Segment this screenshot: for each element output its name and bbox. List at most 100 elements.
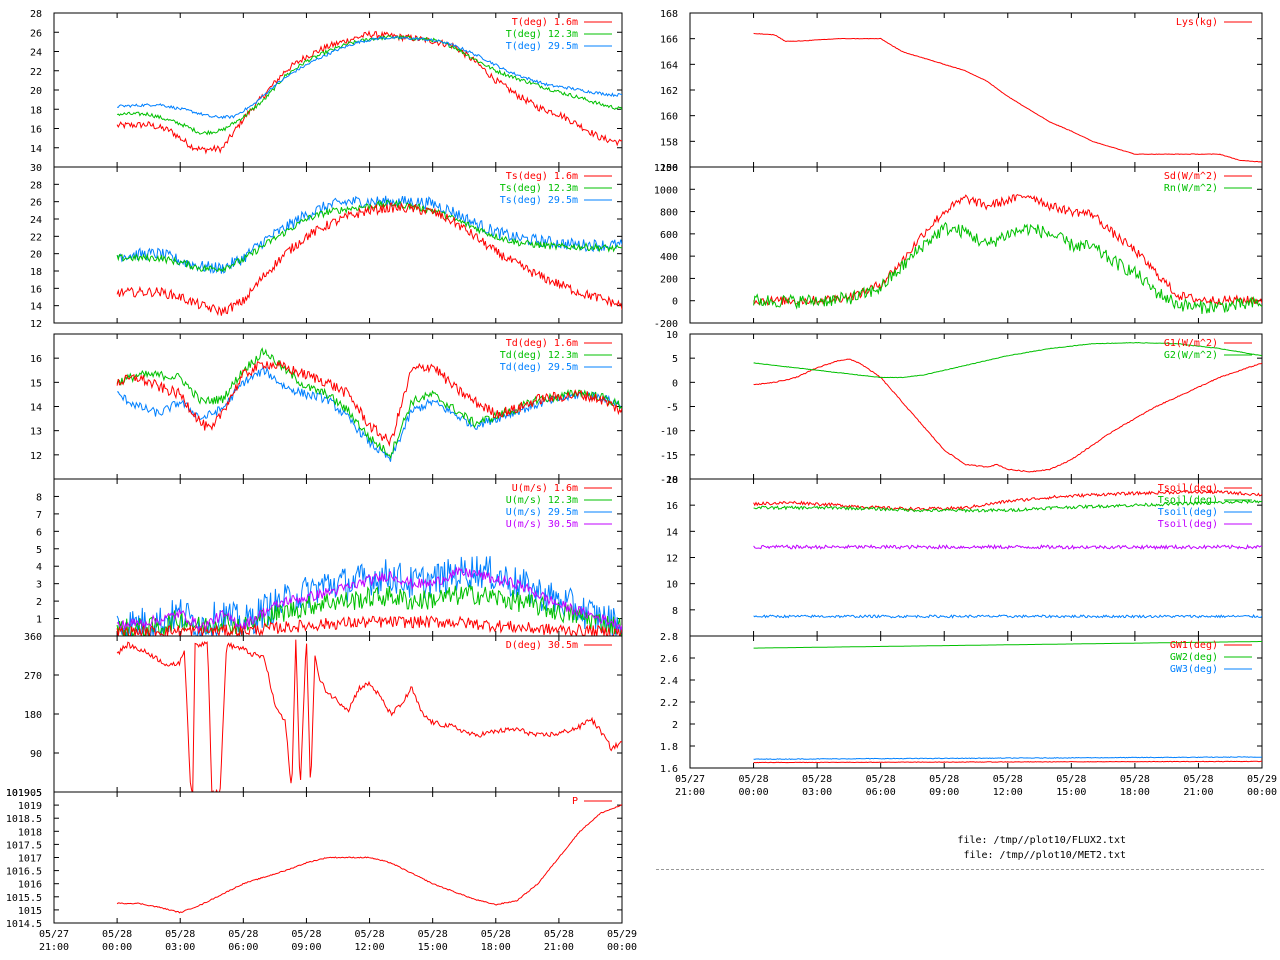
panel-temp: 14 16 18 20 22 24 26 28 T(deg) 1.6mT(deg) 12.3mT…: [30, 9, 623, 168]
y-tick-label: 200: [660, 274, 678, 285]
x-tick-label: 05/28: [1183, 774, 1213, 785]
legend-label: Td(deg) 12.3m: [500, 350, 578, 361]
file-label-flux: file: /tmp//plot10/FLUX2.txt: [957, 835, 1126, 846]
legend-label: GW2(deg): [1170, 652, 1218, 663]
legend-label: GW1(deg): [1170, 640, 1218, 651]
y-tick-label: 90: [30, 749, 42, 760]
y-tick-label: 8: [36, 492, 42, 503]
y-tick-label: 1019.5: [6, 788, 42, 799]
panel-frame: [689, 12, 1263, 168]
legend-label: Td(deg) 29.5m: [500, 362, 578, 373]
y-tick-label: 8: [672, 606, 678, 617]
y-tick-label: 2: [36, 597, 42, 608]
series-line: [753, 358, 1262, 473]
y-tick-label: 13: [30, 427, 42, 438]
y-tick-label: 1018: [18, 827, 42, 838]
series-line: [753, 221, 1262, 314]
legend-label: T(deg) 1.6m: [512, 17, 578, 28]
x-tick-label: 12:00: [993, 787, 1023, 798]
x-tick-label: 05/27: [675, 774, 705, 785]
y-tick-label: 16: [30, 125, 42, 136]
series-line: [753, 32, 1262, 163]
y-tick-label: 30: [30, 163, 42, 174]
x-tick-label: 05/28: [544, 929, 574, 940]
series-line: [753, 193, 1262, 306]
y-tick-label: 2: [672, 720, 678, 731]
series-line: [753, 543, 1262, 551]
y-tick-label: 101905: [6, 788, 42, 799]
y-tick-label: -200: [654, 319, 678, 330]
y-tick-label: 22: [30, 67, 42, 78]
y-tick-label: 1017.5: [6, 840, 42, 851]
x-tick-label: 06:00: [228, 942, 258, 953]
series-line: [116, 199, 622, 273]
y-tick-label: 26: [30, 198, 42, 209]
y-tick-label: 10: [666, 580, 678, 591]
y-tick-label: 168: [660, 9, 678, 20]
y-tick-label: 1015.5: [6, 893, 42, 904]
series-line: [117, 36, 622, 120]
series-line: [116, 202, 622, 316]
legend-label: Tsoil(deg): [1158, 519, 1218, 530]
x-tick-label: 05/28: [291, 929, 321, 940]
x-tick-label: 00:00: [102, 942, 132, 953]
legend-label: GW3(deg): [1170, 664, 1218, 675]
y-tick-label: 162: [660, 86, 678, 97]
panel-soil_heat_flux: -20 -15 -10 -5 0 5 10 G1(W/m^2)G2(W/m^2): [660, 330, 1263, 486]
y-tick-label: 14: [30, 144, 42, 155]
y-tick-label: 14: [666, 527, 678, 538]
y-tick-label: 156: [660, 163, 678, 174]
x-tick-label: 05/28: [165, 929, 195, 940]
x-tick-label: 12:00: [355, 942, 385, 953]
x-tick-label: 06:00: [866, 787, 896, 798]
y-tick-label: 1018.5: [6, 814, 42, 825]
y-tick-label: 1000: [654, 185, 678, 196]
x-tick-label: 05/27: [39, 929, 69, 940]
y-tick-label: 166: [660, 35, 678, 46]
panel-frame: [689, 166, 1263, 324]
y-tick-label: 1: [36, 615, 42, 626]
x-tick-label: 00:00: [739, 787, 769, 798]
legend-label: G1(W/m^2): [1164, 338, 1218, 349]
x-tick-label: 05/28: [355, 929, 385, 940]
x-tick-label: 05/28: [1120, 774, 1150, 785]
y-tick-label: -10: [660, 427, 678, 438]
y-tick-label: -5: [666, 403, 678, 414]
y-tick-label: 18: [30, 267, 42, 278]
y-tick-label: 160: [660, 112, 678, 123]
series-line: [753, 489, 1262, 512]
y-tick-label: 12: [666, 554, 678, 565]
x-tick-label: 05/28: [802, 774, 832, 785]
panel-radiation: -200 0 200 400 600 800 1000 1200 Sd(W/m^2)Rn(W/m…: [654, 163, 1263, 330]
legend-label: U(m/s) 12.3m: [506, 495, 578, 506]
x-tick-label: 05/28: [866, 774, 896, 785]
series-line: [753, 641, 1262, 649]
y-tick-label: 26: [30, 28, 42, 39]
y-tick-label: 1.6: [660, 764, 678, 775]
y-tick-label: 10: [666, 330, 678, 341]
x-tick-label: 21:00: [675, 787, 705, 798]
legend-label: Tsoil(deg): [1158, 507, 1218, 518]
y-tick-label: 14: [30, 403, 42, 414]
series-line: [116, 195, 622, 275]
x-tick-label: 05/28: [228, 929, 258, 940]
x-tick-label: 21:00: [1183, 787, 1213, 798]
x-tick-label: 05/28: [929, 774, 959, 785]
series-line: [753, 614, 1262, 619]
legend-label: D(deg) 30.5m: [506, 640, 578, 651]
y-tick-label: 0: [672, 378, 678, 389]
legend-label: Rn(W/m^2): [1164, 183, 1218, 194]
y-tick-label: 22: [30, 232, 42, 243]
panel-groundwater: 1.6 1.8 2 2.2 2.4 2.6 2.8 05/27 21:00 05/28 00:00 0…: [660, 632, 1277, 798]
y-tick-label: 1015: [18, 906, 42, 917]
legend-label: Ts(deg) 12.3m: [500, 183, 578, 194]
series-line: [116, 566, 622, 632]
y-tick-label: 3: [36, 580, 42, 591]
y-tick-label: 1200: [654, 163, 678, 174]
legend-label: Tsoil(deg): [1158, 495, 1218, 506]
y-tick-label: 164: [660, 60, 678, 71]
y-tick-label: 4: [36, 562, 42, 573]
y-tick-label: 1016: [18, 880, 42, 891]
x-tick-label: 05/28: [418, 929, 448, 940]
